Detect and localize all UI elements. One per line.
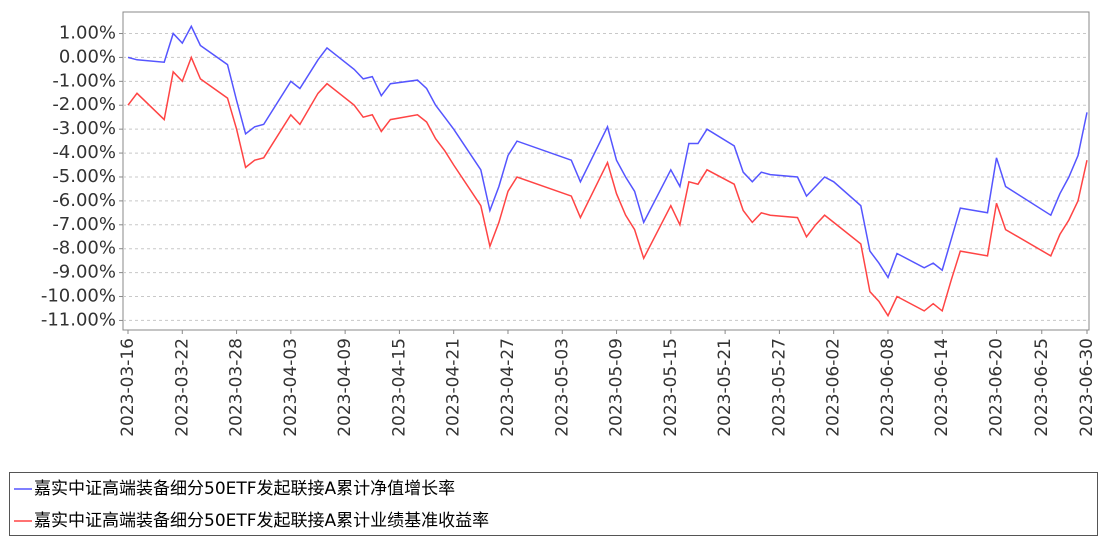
y-tick-label: -4.00% [52, 142, 116, 163]
x-tick-label: 2023-06-30 [1077, 338, 1097, 437]
x-tick-label: 2023-04-09 [335, 338, 355, 437]
y-tick-label: -6.00% [52, 190, 116, 211]
legend-label: 嘉实中证高端装备细分50ETF发起联接A累计净值增长率 [34, 479, 455, 499]
x-tick-label: 2023-06-08 [878, 338, 898, 437]
x-tick-label: 2023-05-09 [607, 338, 627, 437]
x-tick-label: 2023-04-03 [281, 338, 301, 437]
x-tick-label: 2023-04-15 [389, 338, 409, 437]
x-tick-label: 2023-06-25 [1032, 338, 1052, 437]
y-tick-label: -9.00% [52, 262, 116, 283]
y-tick-label: -7.00% [52, 214, 116, 235]
y-tick-label: -3.00% [52, 118, 116, 139]
x-tick-label: 2023-06-14 [932, 338, 952, 437]
y-tick-label: -8.00% [52, 238, 116, 259]
y-tick-label: 1.00% [59, 23, 116, 44]
x-tick-label: 2023-03-22 [172, 338, 192, 437]
x-tick-label: 2023-03-28 [227, 338, 247, 437]
x-tick-label: 2023-05-15 [661, 338, 681, 437]
y-tick-label: -11.00% [41, 309, 116, 330]
y-tick-label: -10.00% [41, 286, 116, 307]
y-tick-label: -2.00% [52, 94, 116, 115]
y-tick-label: 0.00% [59, 46, 116, 67]
x-tick-label: 2023-04-27 [498, 338, 518, 437]
legend [9, 472, 1098, 536]
series-line [127, 24, 1088, 280]
x-tick-label: 2023-05-03 [552, 338, 572, 437]
x-tick-label: 2023-06-20 [987, 338, 1007, 437]
x-tick-label: 2023-05-27 [769, 338, 789, 437]
x-tick-label: 2023-06-02 [824, 338, 844, 437]
x-tick-label: 2023-04-21 [444, 338, 464, 437]
x-tick-label: 2023-03-16 [118, 338, 138, 437]
y-tick-label: -1.00% [52, 70, 116, 91]
y-tick-label: -5.00% [52, 166, 116, 187]
plot-area [122, 11, 1090, 331]
x-tick-label: 2023-05-21 [715, 338, 735, 437]
legend-label: 嘉实中证高端装备细分50ETF发起联接A累计业绩基准收益率 [34, 511, 489, 531]
series-line [127, 55, 1088, 318]
